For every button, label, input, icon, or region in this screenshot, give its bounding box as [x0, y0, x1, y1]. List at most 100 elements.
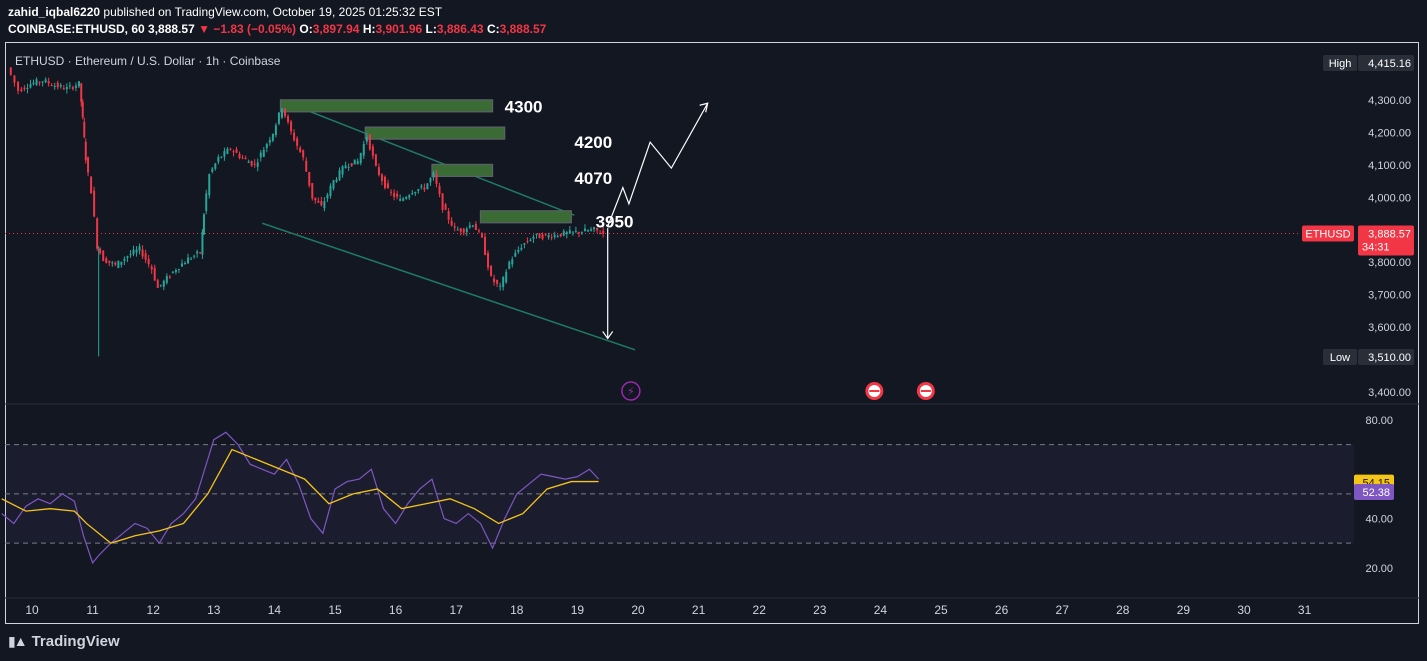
low-badge-tag — [1323, 349, 1357, 365]
candle-body — [402, 198, 405, 201]
time-tick-label: 28 — [1116, 603, 1130, 617]
time-tick-label: 27 — [1056, 603, 1070, 617]
candle-body — [265, 144, 268, 148]
candle-body — [529, 240, 532, 242]
candle-body — [162, 280, 165, 287]
candle-body — [477, 230, 480, 232]
candle-body — [232, 151, 235, 153]
time-tick-label: 14 — [268, 603, 282, 617]
candle-body — [514, 252, 517, 257]
candle-body — [165, 276, 168, 283]
candle-body — [144, 253, 147, 260]
candles-group — [9, 67, 605, 357]
candle-body — [547, 235, 550, 238]
candle-body — [335, 179, 338, 182]
candle-body — [483, 236, 486, 255]
candle-body — [599, 233, 602, 235]
candle-body — [438, 186, 441, 195]
low-badge-label: Low — [1330, 352, 1350, 364]
candle-body — [235, 149, 238, 153]
candle-body — [280, 108, 283, 118]
target-label: 3950 — [596, 213, 634, 232]
candle-body — [490, 265, 493, 276]
candle-body — [126, 256, 129, 258]
candle-body — [571, 231, 574, 233]
candle-body — [341, 166, 344, 175]
candle-body — [532, 236, 535, 239]
candle-body — [293, 132, 296, 141]
candle-body — [444, 204, 447, 210]
high-badge-box — [1358, 55, 1414, 71]
tradingview-logo: ▮▲ TradingView — [8, 633, 120, 650]
candle-body — [262, 149, 265, 157]
publish-text: published on TradingView.com, October 19… — [103, 5, 443, 19]
candle-body — [35, 79, 38, 85]
candle-body — [13, 75, 16, 83]
candle-body — [550, 237, 553, 239]
price-change: −1.83 (−0.05%) — [213, 22, 297, 36]
time-tick-label: 20 — [631, 603, 645, 617]
candle-body — [250, 160, 253, 166]
lightning-glyph-icon: ⚡ — [627, 385, 635, 398]
candle-body — [450, 220, 453, 226]
candle-body — [174, 270, 177, 273]
candle-body — [214, 163, 217, 169]
publish-info: zahid_iqbal6220 published on TradingView… — [8, 5, 442, 19]
candle-body — [377, 167, 380, 175]
candle-body — [147, 258, 150, 265]
high-value: 3,901.96 — [375, 22, 423, 36]
price-tick-label: 3,700.00 — [1368, 290, 1411, 302]
candle-body — [462, 228, 465, 233]
candle-body — [53, 85, 56, 87]
candle-body — [50, 85, 53, 87]
rsi-tick-label: 40.00 — [1365, 514, 1393, 526]
author-name[interactable]: zahid_iqbal6220 — [8, 5, 101, 19]
close-value: 3,888.57 — [499, 22, 547, 36]
time-tick-label: 30 — [1237, 603, 1251, 617]
candle-body — [344, 165, 347, 169]
candle-body — [314, 197, 317, 201]
candle-body — [84, 141, 87, 161]
candle-body — [365, 136, 368, 142]
candle-body — [129, 254, 132, 256]
candle-body — [132, 249, 135, 255]
candle-body — [274, 125, 277, 136]
candle-body — [68, 85, 71, 87]
candle-body — [296, 138, 299, 146]
time-tick-label: 22 — [753, 603, 767, 617]
low-badge: Low 3,510.00 — [1323, 349, 1414, 365]
candle-body — [62, 88, 65, 90]
rsi-line — [1, 431, 600, 565]
candle-body — [171, 271, 174, 273]
low-label: L: — [425, 22, 437, 36]
resistance-zone — [431, 163, 494, 177]
candle-body — [29, 84, 32, 88]
candle-body — [499, 285, 502, 287]
price-tick-label: 4,300.00 — [1368, 95, 1411, 107]
symbol-interval: COINBASE:ETHUSD, 60 — [8, 22, 145, 36]
resistance-zone — [364, 126, 506, 140]
target-label: 4300 — [505, 97, 543, 116]
candle-body — [347, 166, 350, 168]
price-tick-label: 3,600.00 — [1368, 322, 1411, 334]
candle-body — [102, 250, 105, 262]
candle-body — [368, 134, 371, 150]
arrow-down-icon — [602, 331, 614, 340]
candle-body — [544, 233, 547, 235]
candle-body — [17, 82, 20, 91]
candle-body — [426, 183, 429, 190]
down-arrow-icon: ▼ — [198, 22, 210, 36]
candle-body — [105, 258, 108, 263]
candle-body — [299, 147, 302, 152]
time-tick-label: 15 — [328, 603, 342, 617]
candle-body — [577, 232, 580, 234]
price-badge-box — [1358, 225, 1414, 256]
candle-body — [362, 143, 365, 156]
candle-body — [502, 276, 505, 288]
candle-body — [420, 185, 423, 188]
candle-body — [180, 263, 183, 267]
candle-body — [468, 225, 471, 228]
candle-body — [562, 231, 565, 236]
candle-body — [284, 108, 287, 117]
